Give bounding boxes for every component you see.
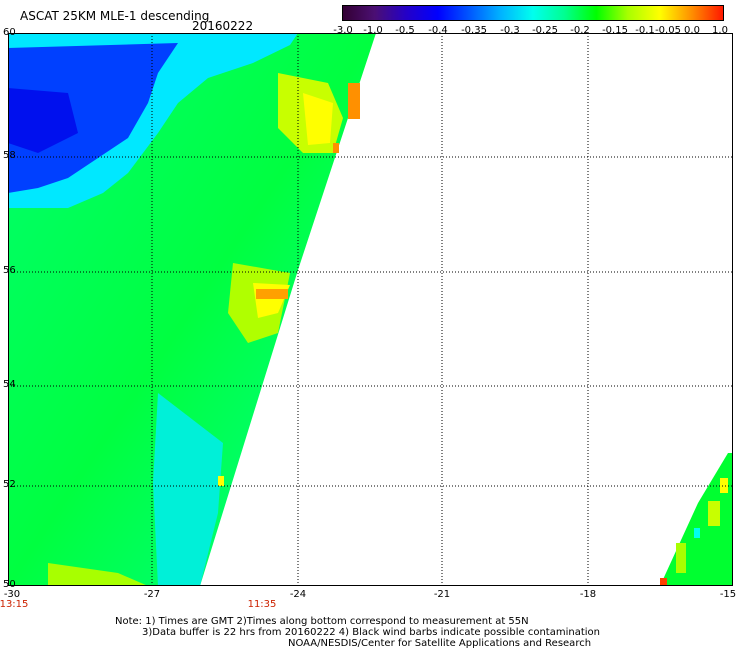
product-date: 20160222 bbox=[192, 19, 254, 33]
cyan-lower-region bbox=[153, 393, 223, 586]
yellow-region-north bbox=[303, 93, 333, 145]
lon-label: -18 bbox=[579, 589, 597, 600]
lat-label: 56 bbox=[3, 265, 16, 276]
lon-label: -15 bbox=[719, 589, 737, 600]
east-yellow bbox=[720, 478, 728, 493]
colorbar-label: -0.25 bbox=[532, 25, 558, 36]
lon-label: -30 bbox=[3, 589, 21, 600]
scatterometer-map bbox=[8, 33, 733, 586]
time-label: 13:15 bbox=[0, 599, 29, 610]
lon-label: -27 bbox=[143, 589, 161, 600]
map-frame bbox=[8, 33, 733, 586]
yellow-green-region-south bbox=[48, 563, 148, 586]
blue-region bbox=[8, 43, 178, 193]
colorbar-label: -0.4 bbox=[428, 25, 448, 36]
graticule bbox=[8, 33, 733, 586]
swath-data-east bbox=[660, 453, 733, 586]
lat-label: 52 bbox=[3, 479, 16, 490]
yellow-pixel-south bbox=[218, 476, 224, 486]
east-yellow-green-2 bbox=[676, 543, 686, 573]
colorbar-label: -0.1 bbox=[635, 25, 655, 36]
lon-label: -21 bbox=[433, 589, 451, 600]
colorbar-label: -0.05 bbox=[655, 25, 681, 36]
colorbar-label: -0.3 bbox=[500, 25, 520, 36]
colorbar-label: -3.0 bbox=[333, 25, 353, 36]
orange-patch-north-small bbox=[333, 143, 339, 153]
colorbar-label: -0.2 bbox=[570, 25, 590, 36]
east-red-pixel bbox=[660, 578, 667, 586]
colorbar bbox=[342, 5, 724, 21]
lat-label: 58 bbox=[3, 150, 16, 161]
note-line-2: 3)Data buffer is 22 hrs from 20160222 4)… bbox=[142, 627, 600, 638]
note-line-1: Note: 1) Times are GMT 2)Times along bot… bbox=[115, 616, 529, 627]
colorbar-label: 1.0 bbox=[712, 25, 728, 36]
lat-label: 60 bbox=[3, 27, 16, 38]
orange-patch-mid bbox=[256, 289, 288, 299]
time-label: 11:35 bbox=[247, 599, 277, 610]
east-yellow-green bbox=[708, 501, 720, 526]
lat-label: 50 bbox=[3, 579, 16, 590]
orange-patch-north bbox=[348, 83, 360, 119]
colorbar-label: -0.35 bbox=[461, 25, 487, 36]
colorbar-label: -1.0 bbox=[363, 25, 383, 36]
colorbar-label: -0.15 bbox=[602, 25, 628, 36]
colorbar-label: -0.5 bbox=[395, 25, 415, 36]
lon-label: -24 bbox=[289, 589, 307, 600]
deep-blue-region bbox=[8, 88, 78, 153]
swath-data bbox=[8, 33, 376, 586]
colorbar-label: 0.0 bbox=[684, 25, 700, 36]
note-line-3: NOAA/NESDIS/Center for Satellite Applica… bbox=[288, 638, 592, 649]
product-title: ASCAT 25KM MLE-1 descending bbox=[20, 9, 210, 23]
east-cyan bbox=[694, 528, 700, 538]
lat-label: 54 bbox=[3, 379, 16, 390]
